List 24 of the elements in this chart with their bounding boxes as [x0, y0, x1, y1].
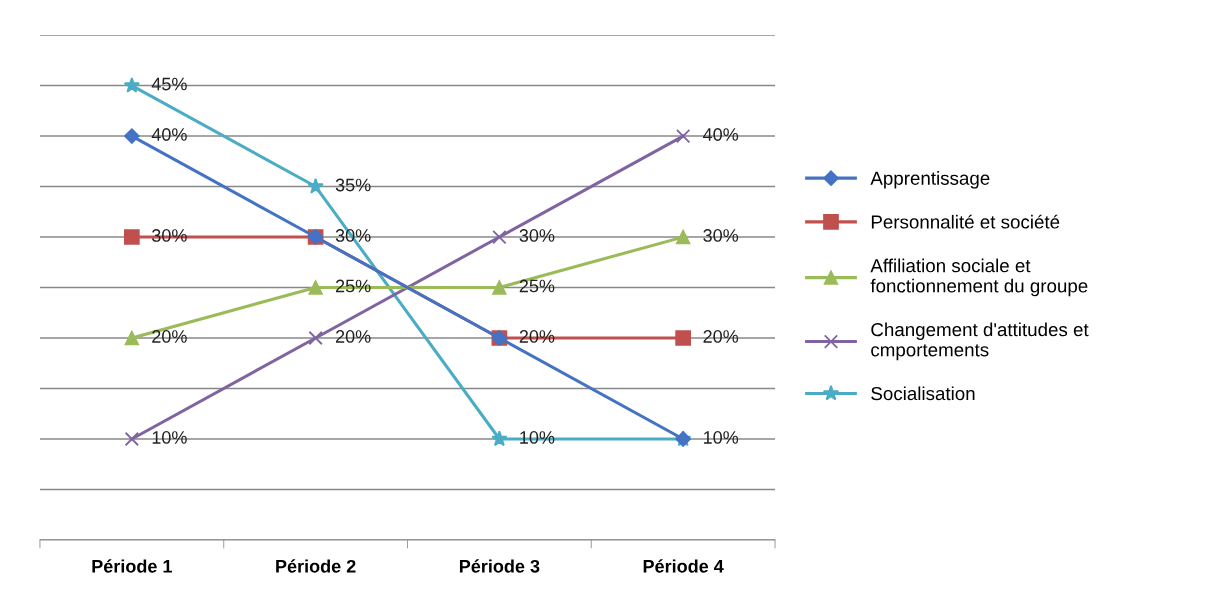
- data-label: 20%: [152, 330, 187, 343]
- data-label: 20%: [335, 330, 371, 343]
- data-label: 30%: [703, 229, 739, 242]
- x-tick-label: Période 1: [92, 559, 172, 573]
- data-label: 35%: [335, 178, 371, 192]
- x-tick-label: Période 4: [643, 559, 724, 573]
- legend-label: Changement d'attitudes et cmportements: [871, 322, 1089, 361]
- legend-label: Socialisation: [871, 386, 975, 401]
- legend-label: Apprentissage: [870, 171, 990, 189]
- data-label: 10%: [703, 431, 739, 444]
- legend-label: Affiliation sociale et fonctionnement du groupe: [870, 258, 1088, 297]
- data-label: 20%: [703, 330, 739, 343]
- data-label: 30%: [151, 229, 187, 242]
- data-label: 40%: [151, 128, 187, 141]
- data-label: 10%: [520, 431, 555, 444]
- data-label: 30%: [519, 229, 555, 242]
- data-label: 20%: [519, 330, 555, 343]
- x-tick-label: Période 3: [459, 559, 540, 573]
- data-label: 45%: [151, 77, 187, 91]
- data-label: 40%: [703, 128, 739, 141]
- legend-label: Personnalité et société: [871, 214, 1060, 229]
- data-label: 25%: [519, 279, 555, 293]
- data-label: 10%: [152, 431, 187, 444]
- x-tick-label: Période 2: [276, 559, 356, 573]
